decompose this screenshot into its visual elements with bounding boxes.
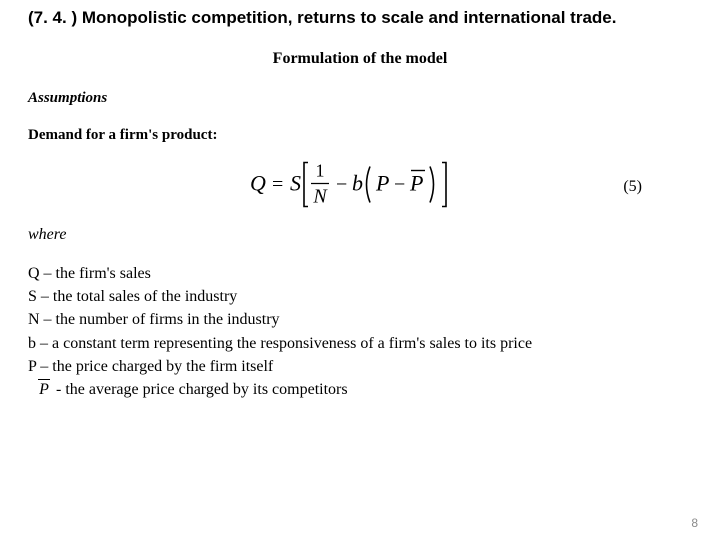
def-S: S – the total sales of the industry xyxy=(28,285,692,308)
equation-number: (5) xyxy=(623,178,642,196)
def-Q: Q – the firm's sales xyxy=(28,262,692,285)
def-N: N – the number of firms in the industry xyxy=(28,308,692,331)
svg-text:S: S xyxy=(290,171,301,196)
page-title: (7. 4. ) Monopolistic competition, retur… xyxy=(28,8,692,28)
assumptions-heading: Assumptions xyxy=(28,90,692,107)
svg-text:N: N xyxy=(312,186,328,208)
page-number: 8 xyxy=(691,516,698,530)
def-b: b – a constant term representing the res… xyxy=(28,332,692,355)
svg-text:1: 1 xyxy=(316,161,325,181)
definitions-list: Q – the firm's sales S – the total sales… xyxy=(28,262,692,401)
pbar-icon: P xyxy=(36,378,52,401)
demand-label: Demand for a firm's product: xyxy=(28,127,692,144)
svg-text:=: = xyxy=(272,174,283,196)
where-label: where xyxy=(28,226,692,244)
model-subtitle: Formulation of the model xyxy=(28,50,692,68)
svg-text:P: P xyxy=(375,171,389,196)
def-Pbar-text: - the average price charged by its compe… xyxy=(52,381,348,398)
def-Pbar: P - the average price charged by its com… xyxy=(28,378,692,401)
svg-text:Q: Q xyxy=(250,171,266,196)
svg-text:−: − xyxy=(336,174,347,196)
svg-text:b: b xyxy=(352,171,363,196)
equation-row: Q = S 1 N − b P − P (5) xyxy=(28,158,692,216)
svg-text:P: P xyxy=(409,171,423,196)
equation-5: Q = S 1 N − b P − P xyxy=(250,157,470,218)
svg-text:−: − xyxy=(394,174,405,196)
def-P: P – the price charged by the firm itself xyxy=(28,355,692,378)
